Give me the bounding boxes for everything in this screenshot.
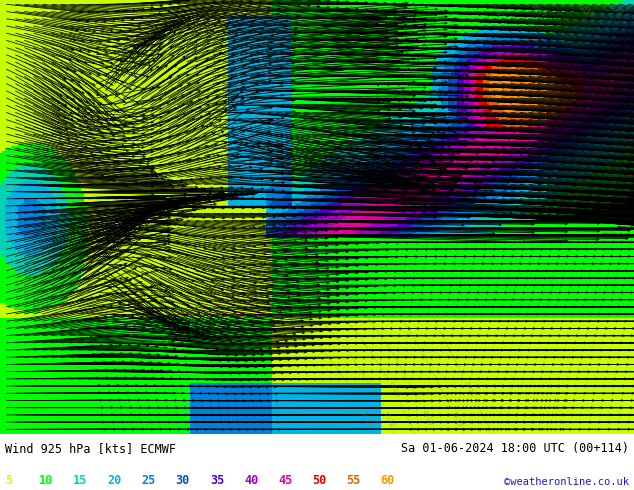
Text: 30: 30	[176, 474, 190, 487]
Text: 1012: 1012	[489, 3, 505, 21]
Text: Wind 925 hPa [kts] ECMWF: Wind 925 hPa [kts] ECMWF	[5, 442, 176, 455]
Text: 55: 55	[346, 474, 361, 487]
Text: 1022: 1022	[381, 409, 394, 428]
Text: 1018: 1018	[577, 3, 595, 18]
Text: ©weatheronline.co.uk: ©weatheronline.co.uk	[504, 477, 629, 487]
Text: 40: 40	[244, 474, 258, 487]
Text: 1015: 1015	[530, 2, 548, 18]
Text: 45: 45	[278, 474, 292, 487]
Text: 10: 10	[39, 474, 53, 487]
Text: 15: 15	[74, 474, 87, 487]
Text: 1020: 1020	[605, 1, 624, 15]
Text: 1020: 1020	[386, 379, 399, 398]
Text: 1015: 1015	[450, 409, 463, 428]
Text: 20: 20	[107, 474, 122, 487]
Text: Sa 01-06-2024 18:00 UTC (00+114): Sa 01-06-2024 18:00 UTC (00+114)	[401, 442, 629, 455]
Text: 1018: 1018	[420, 408, 434, 426]
Text: 1024: 1024	[359, 409, 372, 428]
Text: 35: 35	[210, 474, 224, 487]
Text: 5: 5	[5, 474, 12, 487]
Text: 60: 60	[380, 474, 394, 487]
Text: 1012: 1012	[463, 379, 476, 398]
Text: 50: 50	[312, 474, 327, 487]
Text: 25: 25	[141, 474, 156, 487]
